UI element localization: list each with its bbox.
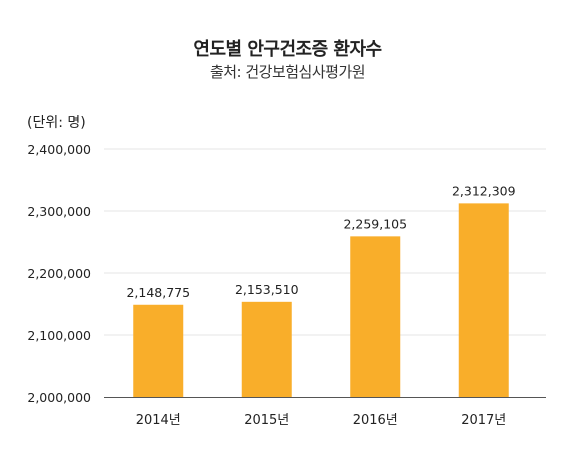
y-tick-label: 2,200,000 bbox=[27, 266, 91, 281]
x-tick-label: 2017년 bbox=[461, 413, 506, 428]
y-axis-ticks: 2,000,000 2,100,000 2,200,000 2,300,000 2,40… bbox=[27, 142, 91, 405]
bar-value-label: 2,148,775 bbox=[126, 285, 190, 300]
bar bbox=[458, 203, 509, 397]
bar-value-label: 2,312,309 bbox=[452, 183, 516, 198]
x-tick-label: 2015년 bbox=[244, 413, 289, 428]
x-axis-ticks: 2014년 2015년 2016년 2017년 bbox=[136, 413, 507, 428]
bar-value-label: 2,153,510 bbox=[235, 282, 299, 297]
y-tick-label: 2,100,000 bbox=[27, 328, 91, 343]
y-tick-label: 2,000,000 bbox=[27, 390, 91, 405]
y-tick-label: 2,400,000 bbox=[27, 142, 91, 157]
x-tick-label: 2014년 bbox=[136, 413, 181, 428]
value-labels: 2,148,775 2,153,510 2,259,105 2,312,309 bbox=[126, 183, 515, 299]
unit-label: (단위: 명) bbox=[27, 115, 86, 131]
y-tick-label: 2,300,000 bbox=[27, 204, 91, 219]
bar bbox=[241, 301, 292, 397]
bar bbox=[350, 236, 401, 397]
chart-subtitle: 출처: 건강보험심사평가원 bbox=[209, 63, 366, 81]
bar-value-label: 2,259,105 bbox=[343, 216, 407, 231]
bars bbox=[133, 203, 509, 397]
bar bbox=[133, 304, 184, 397]
chart-title: 연도별 안구건조증 환자수 bbox=[193, 39, 382, 60]
x-tick-label: 2016년 bbox=[353, 413, 398, 428]
